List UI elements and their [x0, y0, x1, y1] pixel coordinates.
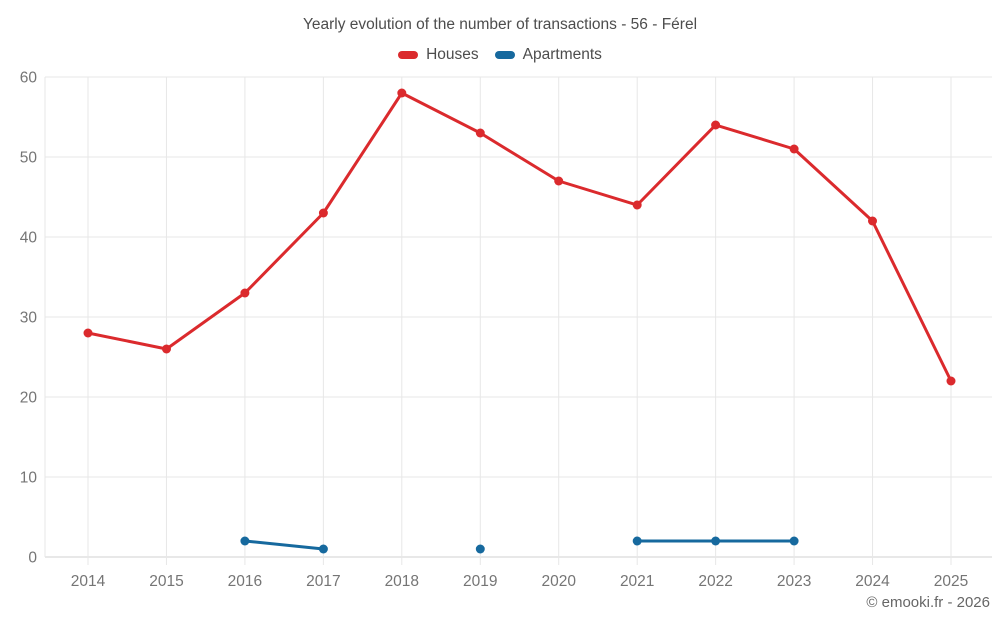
x-axis-label-2016: 2016: [228, 573, 262, 590]
chart-legend: Houses Apartments: [0, 46, 1000, 64]
y-axis-label-0: 0: [28, 550, 37, 567]
data-point-houses-2025[interactable]: [946, 376, 956, 386]
chart-title: Yearly evolution of the number of transa…: [302, 16, 698, 33]
data-point-houses-2015[interactable]: [162, 344, 171, 354]
x-axis-label-2020: 2020: [541, 573, 576, 590]
y-axis-label-50: 50: [20, 150, 38, 167]
data-point-houses-2017[interactable]: [318, 208, 328, 218]
y-axis-label-10: 10: [20, 470, 38, 487]
legend-item-apartments[interactable]: Apartments: [494, 46, 602, 64]
y-axis-label-40: 40: [20, 230, 38, 247]
legend-label: Houses: [426, 46, 479, 63]
y-axis-label-30: 30: [20, 310, 38, 327]
data-point-apartments-2022[interactable]: [711, 536, 721, 546]
legend-swatch-apartments: [494, 51, 515, 59]
data-point-apartments-2021[interactable]: [632, 536, 642, 546]
x-axis-label-2021: 2021: [620, 573, 654, 590]
data-point-houses-2023[interactable]: [789, 144, 799, 154]
copyright-credit: © emooki.fr - 2026: [866, 594, 990, 611]
data-point-apartments-2016[interactable]: [240, 536, 250, 546]
x-axis-label-2017: 2017: [306, 573, 340, 590]
data-point-apartments-2023[interactable]: [789, 536, 799, 546]
y-axis-label-60: 60: [20, 70, 38, 87]
data-point-houses-2018[interactable]: [397, 88, 407, 98]
data-point-houses-2020[interactable]: [554, 176, 564, 186]
x-axis-label-2019: 2019: [463, 573, 497, 590]
x-axis-label-2015: 2015: [149, 573, 183, 590]
data-point-houses-2021[interactable]: [632, 200, 642, 210]
data-point-houses-2022[interactable]: [711, 120, 721, 130]
x-axis-label-2023: 2023: [777, 573, 811, 590]
legend-label: Apartments: [522, 46, 602, 63]
x-axis-label-2024: 2024: [855, 573, 890, 590]
series-line-houses: [86, 91, 953, 383]
x-axis-label-2018: 2018: [385, 573, 419, 590]
y-axis-label-20: 20: [20, 390, 38, 407]
data-point-houses-2019[interactable]: [475, 128, 485, 138]
data-point-apartments-2017[interactable]: [318, 544, 328, 554]
data-point-houses-2016[interactable]: [240, 288, 250, 298]
data-point-apartments-2019[interactable]: [475, 544, 485, 554]
x-axis-label-2025: 2025: [934, 573, 968, 590]
data-point-houses-2024[interactable]: [868, 216, 877, 226]
x-axis-label-2014: 2014: [71, 573, 106, 590]
legend-swatch-houses: [398, 51, 419, 59]
legend-item-houses[interactable]: Houses: [398, 46, 479, 64]
data-point-houses-2014[interactable]: [83, 328, 93, 338]
x-axis-label-2022: 2022: [698, 573, 732, 590]
